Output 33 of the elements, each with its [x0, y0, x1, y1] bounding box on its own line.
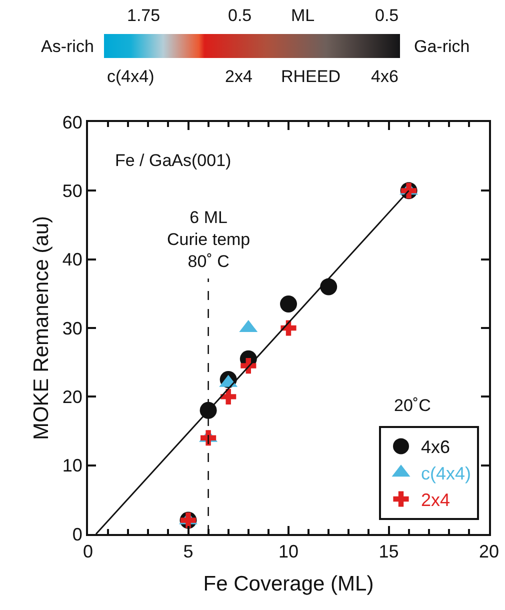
text: ML — [291, 6, 315, 25]
text: 4x6 — [371, 67, 398, 86]
text: As-rich — [41, 37, 94, 56]
y-tick-label: 40 — [62, 250, 82, 270]
y-tick-label: 60 — [62, 112, 82, 132]
ref-line-label: 6 ML Curie temp 80˚ C — [167, 208, 250, 272]
text: 1.75 — [127, 6, 160, 25]
y-tick-label: 20 — [62, 386, 82, 407]
point — [280, 295, 297, 312]
y-tick-label: 10 — [62, 456, 82, 476]
x-tick-label: 5 — [183, 542, 194, 562]
y-tick-label: 50 — [62, 180, 82, 201]
point — [220, 388, 236, 404]
legend-label: c(4x4) — [421, 464, 472, 484]
x-tick-label: 10 — [278, 542, 299, 562]
annotation: Fe / GaAs(001) — [115, 151, 232, 170]
annotation: 20˚C — [394, 396, 431, 415]
text: c(4x4) — [107, 67, 154, 86]
text: 2x4 — [225, 67, 252, 86]
legend-label: 2x4 — [421, 490, 450, 510]
text: 0.5 — [228, 6, 252, 25]
text: RHEED — [281, 67, 341, 86]
y-tick-label: 0 — [72, 524, 82, 544]
y-tick-label: 30 — [62, 318, 82, 338]
x-tick-label: 20 — [478, 542, 500, 562]
x-tick-label: 15 — [378, 542, 399, 562]
legend-label: 4x6 — [421, 437, 450, 458]
text: Ga-rich — [414, 37, 470, 56]
y-axis-title: MOKE Remanence (au) — [30, 216, 54, 440]
point — [320, 278, 338, 296]
x-axis-title: Fe Coverage (ML) — [203, 572, 374, 596]
text: 0.5 — [375, 6, 399, 25]
point — [240, 358, 256, 374]
